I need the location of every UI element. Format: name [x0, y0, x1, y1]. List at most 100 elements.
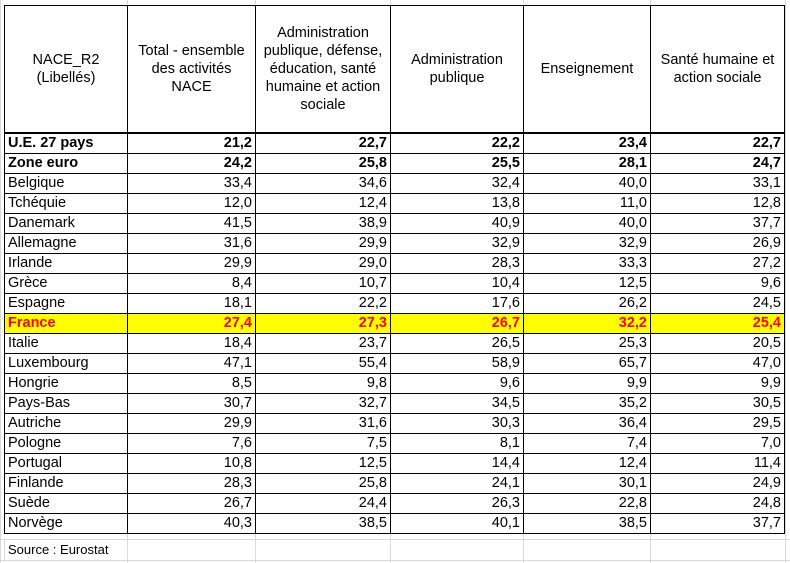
value-cell[interactable]: 8,1 [390, 433, 524, 454]
value-cell[interactable]: 26,5 [390, 333, 524, 354]
value-cell[interactable]: 31,6 [127, 233, 256, 254]
value-cell[interactable]: 32,7 [255, 393, 391, 414]
value-cell[interactable]: 36,4 [523, 413, 651, 434]
row-label-cell[interactable]: Danemark [4, 213, 128, 234]
value-cell[interactable]: 12,8 [650, 193, 785, 214]
header-cell-admin-publique[interactable]: Administration publique [390, 5, 524, 134]
row-label-cell[interactable]: France [4, 313, 128, 334]
value-cell[interactable]: 24,2 [127, 153, 256, 174]
value-cell[interactable]: 40,0 [523, 173, 651, 194]
value-cell[interactable]: 9,6 [650, 273, 785, 294]
value-cell[interactable]: 35,2 [523, 393, 651, 414]
value-cell[interactable]: 25,4 [650, 313, 785, 334]
value-cell[interactable]: 12,5 [523, 273, 651, 294]
row-label-cell[interactable]: Luxembourg [4, 353, 128, 374]
header-cell-enseignement[interactable]: Enseignement [523, 5, 651, 134]
value-cell[interactable]: 27,2 [650, 253, 785, 274]
value-cell[interactable]: 26,7 [127, 493, 256, 514]
value-cell[interactable]: 28,3 [390, 253, 524, 274]
value-cell[interactable]: 38,9 [255, 213, 391, 234]
row-label-cell[interactable]: Italie [4, 333, 128, 354]
row-label-cell[interactable]: Zone euro [4, 153, 128, 174]
value-cell[interactable]: 23,7 [255, 333, 391, 354]
value-cell[interactable]: 58,9 [390, 353, 524, 374]
value-cell[interactable]: 9,9 [650, 373, 785, 394]
value-cell[interactable]: 24,1 [390, 473, 524, 494]
row-label-cell[interactable]: Pologne [4, 433, 128, 454]
value-cell[interactable]: 18,4 [127, 333, 256, 354]
row-label-cell[interactable]: Norvège [4, 513, 128, 534]
value-cell[interactable]: 40,1 [390, 513, 524, 534]
value-cell[interactable]: 29,5 [650, 413, 785, 434]
value-cell[interactable]: 22,7 [650, 132, 785, 154]
value-cell[interactable]: 30,1 [523, 473, 651, 494]
value-cell[interactable]: 65,7 [523, 353, 651, 374]
row-label-cell[interactable]: Suède [4, 493, 128, 514]
value-cell[interactable]: 10,8 [127, 453, 256, 474]
value-cell[interactable]: 27,4 [127, 313, 256, 334]
value-cell[interactable]: 32,4 [390, 173, 524, 194]
value-cell[interactable]: 7,0 [650, 433, 785, 454]
value-cell[interactable]: 25,3 [523, 333, 651, 354]
value-cell[interactable]: 40,0 [523, 213, 651, 234]
value-cell[interactable]: 32,9 [523, 233, 651, 254]
row-label-cell[interactable]: Autriche [4, 413, 128, 434]
row-label-cell[interactable]: Finlande [4, 473, 128, 494]
value-cell[interactable]: 25,5 [390, 153, 524, 174]
row-label-cell[interactable]: Irlande [4, 253, 128, 274]
value-cell[interactable]: 41,5 [127, 213, 256, 234]
row-label-cell[interactable]: Belgique [4, 173, 128, 194]
value-cell[interactable]: 29,0 [255, 253, 391, 274]
value-cell[interactable]: 33,3 [523, 253, 651, 274]
value-cell[interactable]: 9,8 [255, 373, 391, 394]
value-cell[interactable]: 12,4 [523, 453, 651, 474]
value-cell[interactable]: 30,7 [127, 393, 256, 414]
value-cell[interactable]: 20,5 [650, 333, 785, 354]
value-cell[interactable]: 22,2 [390, 132, 524, 154]
value-cell[interactable]: 12,4 [255, 193, 391, 214]
header-cell-sante[interactable]: Santé humaine et action sociale [650, 5, 785, 134]
value-cell[interactable]: 10,7 [255, 273, 391, 294]
value-cell[interactable]: 37,7 [650, 213, 785, 234]
row-label-cell[interactable]: U.E. 27 pays [4, 132, 128, 154]
value-cell[interactable]: 9,6 [390, 373, 524, 394]
value-cell[interactable]: 29,9 [255, 233, 391, 254]
value-cell[interactable]: 25,8 [255, 153, 391, 174]
value-cell[interactable]: 34,6 [255, 173, 391, 194]
value-cell[interactable]: 18,1 [127, 293, 256, 314]
value-cell[interactable]: 38,5 [255, 513, 391, 534]
value-cell[interactable]: 55,4 [255, 353, 391, 374]
value-cell[interactable]: 26,7 [390, 313, 524, 334]
value-cell[interactable]: 40,9 [390, 213, 524, 234]
value-cell[interactable]: 28,3 [127, 473, 256, 494]
value-cell[interactable]: 26,9 [650, 233, 785, 254]
row-label-cell[interactable]: Grèce [4, 273, 128, 294]
value-cell[interactable]: 22,2 [255, 293, 391, 314]
source-note[interactable]: Source : Eurostat [4, 540, 127, 560]
value-cell[interactable]: 21,2 [127, 132, 256, 154]
row-label-cell[interactable]: Espagne [4, 293, 128, 314]
row-label-cell[interactable]: Tchéquie [4, 193, 128, 214]
value-cell[interactable]: 14,4 [390, 453, 524, 474]
value-cell[interactable]: 24,7 [650, 153, 785, 174]
value-cell[interactable]: 29,9 [127, 413, 256, 434]
value-cell[interactable]: 38,5 [523, 513, 651, 534]
value-cell[interactable]: 7,6 [127, 433, 256, 454]
value-cell[interactable]: 47,0 [650, 353, 785, 374]
value-cell[interactable]: 8,4 [127, 273, 256, 294]
value-cell[interactable]: 40,3 [127, 513, 256, 534]
value-cell[interactable]: 32,2 [523, 313, 651, 334]
value-cell[interactable]: 29,9 [127, 253, 256, 274]
value-cell[interactable]: 27,3 [255, 313, 391, 334]
value-cell[interactable]: 8,5 [127, 373, 256, 394]
value-cell[interactable]: 7,5 [255, 433, 391, 454]
value-cell[interactable]: 7,4 [523, 433, 651, 454]
value-cell[interactable]: 9,9 [523, 373, 651, 394]
value-cell[interactable]: 47,1 [127, 353, 256, 374]
value-cell[interactable]: 13,8 [390, 193, 524, 214]
value-cell[interactable]: 32,9 [390, 233, 524, 254]
row-label-cell[interactable]: Allemagne [4, 233, 128, 254]
value-cell[interactable]: 28,1 [523, 153, 651, 174]
header-cell-total[interactable]: Total - ensemble des activités NACE [127, 5, 256, 134]
row-label-cell[interactable]: Portugal [4, 453, 128, 474]
